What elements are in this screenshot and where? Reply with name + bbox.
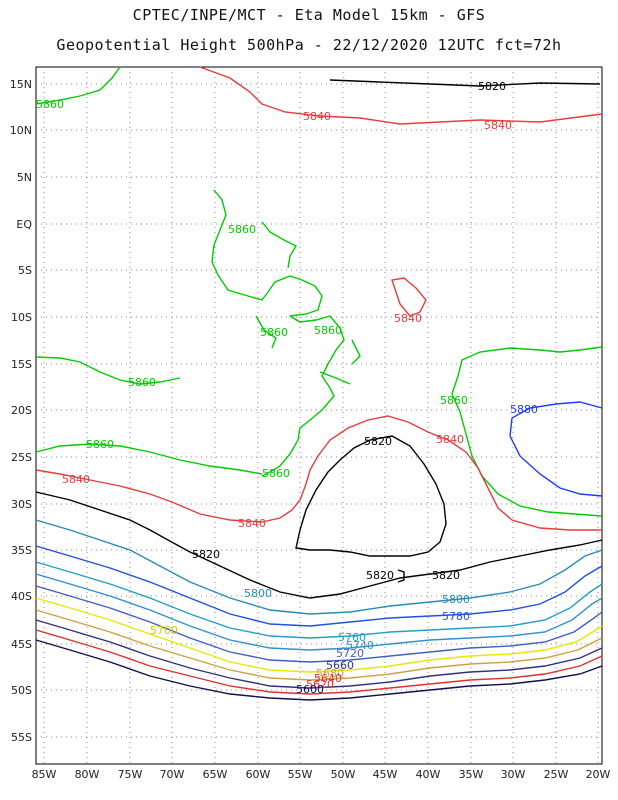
lat-label: 40S bbox=[11, 590, 32, 603]
lon-label: 50W bbox=[331, 768, 356, 781]
south-america-coastline bbox=[40, 122, 468, 728]
contour-label: 5880 bbox=[510, 403, 538, 416]
lat-label: 45S bbox=[11, 638, 32, 651]
contour-label: 5840 bbox=[303, 110, 331, 123]
lon-label: 30W bbox=[501, 768, 526, 781]
contour-label: 5620 bbox=[306, 678, 334, 691]
lon-label: 20W bbox=[586, 768, 611, 781]
contour-5780 bbox=[35, 545, 603, 627]
contour-5740 bbox=[35, 573, 603, 651]
contour-label: 5660 bbox=[326, 659, 354, 672]
lon-label: 40W bbox=[416, 768, 441, 781]
contour-label: 5600 bbox=[296, 683, 324, 696]
contour-label: 5820 bbox=[364, 435, 392, 448]
lon-label: 55W bbox=[288, 768, 313, 781]
contour-5840-south bbox=[35, 277, 602, 531]
lat-label: 10N bbox=[10, 124, 32, 137]
contour-5600 bbox=[35, 639, 603, 701]
contour-label: 5820 bbox=[478, 80, 506, 93]
contour-5860-central bbox=[255, 315, 361, 477]
contour-label: 5840 bbox=[394, 312, 422, 325]
lat-label: 30S bbox=[11, 498, 32, 511]
contour-5860-west bbox=[35, 356, 263, 475]
contour-label: 5860 bbox=[260, 326, 288, 339]
contour-label: 5840 bbox=[62, 473, 90, 486]
lat-label: 5N bbox=[17, 171, 32, 184]
contour-5840-north bbox=[199, 66, 603, 125]
contour-label: 5820 bbox=[192, 548, 220, 561]
lat-label: 50S bbox=[11, 684, 32, 697]
title-line-2: Geopotential Height 500hPa - 22/12/2020 … bbox=[56, 36, 562, 54]
contour-label: 5700 bbox=[150, 624, 178, 637]
title-line-1: CPTEC/INPE/MCT - Eta Model 15km - GFS bbox=[132, 6, 486, 24]
contour-label: 5680 bbox=[316, 667, 344, 680]
contour-label: 5840 bbox=[484, 119, 512, 132]
contour-label: 5840 bbox=[238, 517, 266, 530]
lat-label: 25S bbox=[11, 451, 32, 464]
lon-label: 25W bbox=[544, 768, 569, 781]
contour-5880-atlantic bbox=[509, 401, 603, 497]
contour-5760 bbox=[35, 561, 603, 639]
lon-label: 70W bbox=[160, 768, 185, 781]
contour-label: 5860 bbox=[86, 438, 114, 451]
contour-5720 bbox=[35, 585, 603, 663]
longitude-labels: 85W 80W 75W 70W 65W 60W 55W 50W 45W 40W … bbox=[32, 768, 611, 781]
latitude-labels: 15N 10N 5N EQ 5S 10S 15S 20S 25S 30S 35S… bbox=[10, 78, 33, 744]
contour-5800 bbox=[35, 519, 603, 615]
contour-5860-atlantic bbox=[451, 346, 603, 517]
contour-5700 bbox=[35, 597, 603, 673]
contour-labels: 5820 5840 5840 5860 5860 5860 5860 5840 … bbox=[36, 80, 538, 696]
contour-label: 5820 bbox=[366, 569, 394, 582]
contour-label: 5740 bbox=[346, 639, 374, 652]
lon-label: 60W bbox=[246, 768, 271, 781]
lat-label: 20S bbox=[11, 404, 32, 417]
contour-label: 5760 bbox=[338, 631, 366, 644]
contour-5660 bbox=[35, 619, 603, 689]
lat-label: 55S bbox=[11, 731, 32, 744]
contour-label: 5860 bbox=[228, 223, 256, 236]
contour-label: 5820 bbox=[432, 569, 460, 582]
contour-label: 5860 bbox=[314, 324, 342, 337]
contour-label: 5840 bbox=[436, 433, 464, 446]
lat-label: EQ bbox=[16, 218, 32, 231]
lon-label: 85W bbox=[32, 768, 57, 781]
lat-label: 15N bbox=[10, 78, 32, 91]
lon-label: 45W bbox=[373, 768, 398, 781]
lon-label: 80W bbox=[75, 768, 100, 781]
contour-label: 5860 bbox=[36, 98, 64, 111]
lon-label: 65W bbox=[203, 768, 228, 781]
contour-label: 5860 bbox=[128, 376, 156, 389]
coastlines-and-borders bbox=[38, 66, 588, 728]
contour-5860-amazon bbox=[211, 189, 323, 317]
contour-5820-north bbox=[329, 79, 601, 87]
contour-5820-south bbox=[35, 435, 603, 599]
contour-label: 5800 bbox=[244, 587, 272, 600]
lon-label: 75W bbox=[118, 768, 143, 781]
lat-label: 15S bbox=[11, 358, 32, 371]
lat-label: 5S bbox=[18, 264, 32, 277]
contour-label: 5640 bbox=[314, 672, 342, 685]
contour-5640 bbox=[35, 629, 603, 695]
lon-label: 35W bbox=[459, 768, 484, 781]
lat-label: 35S bbox=[11, 544, 32, 557]
lat-label: 10S bbox=[11, 311, 32, 324]
contour-5860-nw bbox=[35, 66, 121, 105]
contour-label: 5780 bbox=[442, 610, 470, 623]
height-contours bbox=[35, 66, 603, 701]
map-frame bbox=[35, 66, 603, 765]
contour-label: 5860 bbox=[262, 467, 290, 480]
contour-5680 bbox=[35, 609, 603, 681]
contour-label: 5720 bbox=[336, 647, 364, 660]
contour-label: 5800 bbox=[442, 593, 470, 606]
contour-label: 5860 bbox=[440, 394, 468, 407]
